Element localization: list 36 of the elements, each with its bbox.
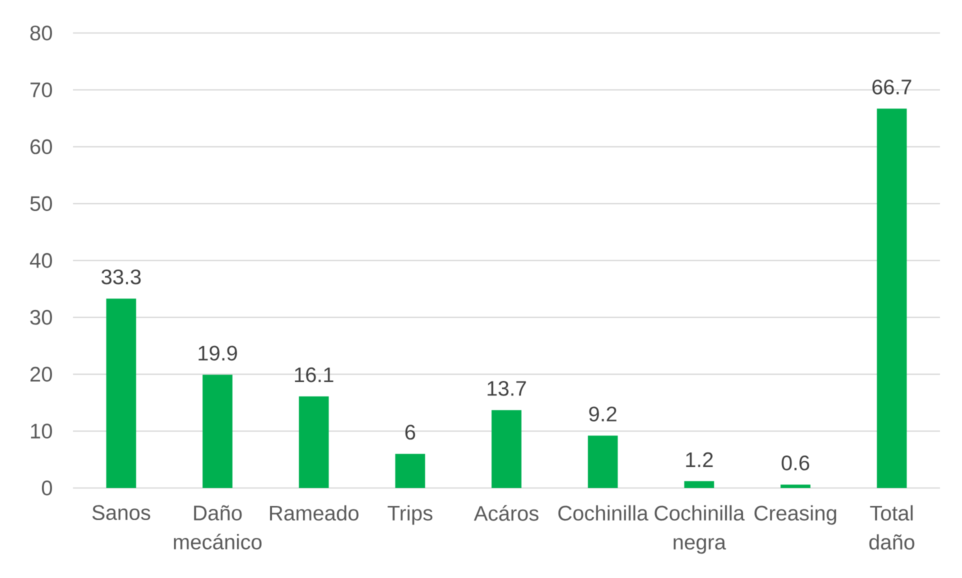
y-tick-label: 60 <box>30 139 52 154</box>
bar <box>492 410 522 488</box>
y-tick-label: 70 <box>30 82 52 98</box>
data-label: 33.3 <box>102 270 141 284</box>
x-tick-label: Daño mecánico <box>174 505 262 550</box>
bar <box>588 436 618 488</box>
data-label: 6 <box>405 424 416 440</box>
x-tick-label: Creasing <box>754 505 836 525</box>
y-tick-label: 20 <box>30 366 52 382</box>
x-tick-label: Acáros <box>474 505 538 521</box>
x-tick-label: Trips <box>388 505 432 525</box>
data-label: 16.1 <box>295 367 334 382</box>
bar <box>106 298 136 488</box>
data-label: 9.2 <box>589 406 616 422</box>
bar <box>780 484 810 488</box>
data-label: 66.7 <box>872 80 912 94</box>
y-tick-label: 0 <box>42 480 52 496</box>
x-tick-label: Cochinilla negra <box>654 505 745 554</box>
y-tick-label: 50 <box>30 196 52 212</box>
x-tick-label: Total daño <box>869 505 914 550</box>
y-tick-label: 30 <box>30 310 52 325</box>
y-tick-label: 10 <box>31 424 52 439</box>
bar <box>202 374 232 488</box>
bar <box>684 481 714 488</box>
data-label: 19.9 <box>198 346 237 361</box>
data-label: 1.2 <box>686 452 713 467</box>
y-tick-label: 40 <box>30 253 52 268</box>
bar <box>298 396 329 488</box>
y-tick-label: 80 <box>30 26 52 40</box>
x-tick-label: Cochinilla <box>558 505 648 521</box>
x-tick-label: Sanos <box>92 505 150 520</box>
data-label: 13.7 <box>488 381 526 396</box>
bar <box>395 454 426 488</box>
data-label: 0.6 <box>782 456 810 470</box>
bar <box>876 108 907 488</box>
x-tick-label: Rameado <box>270 505 358 521</box>
